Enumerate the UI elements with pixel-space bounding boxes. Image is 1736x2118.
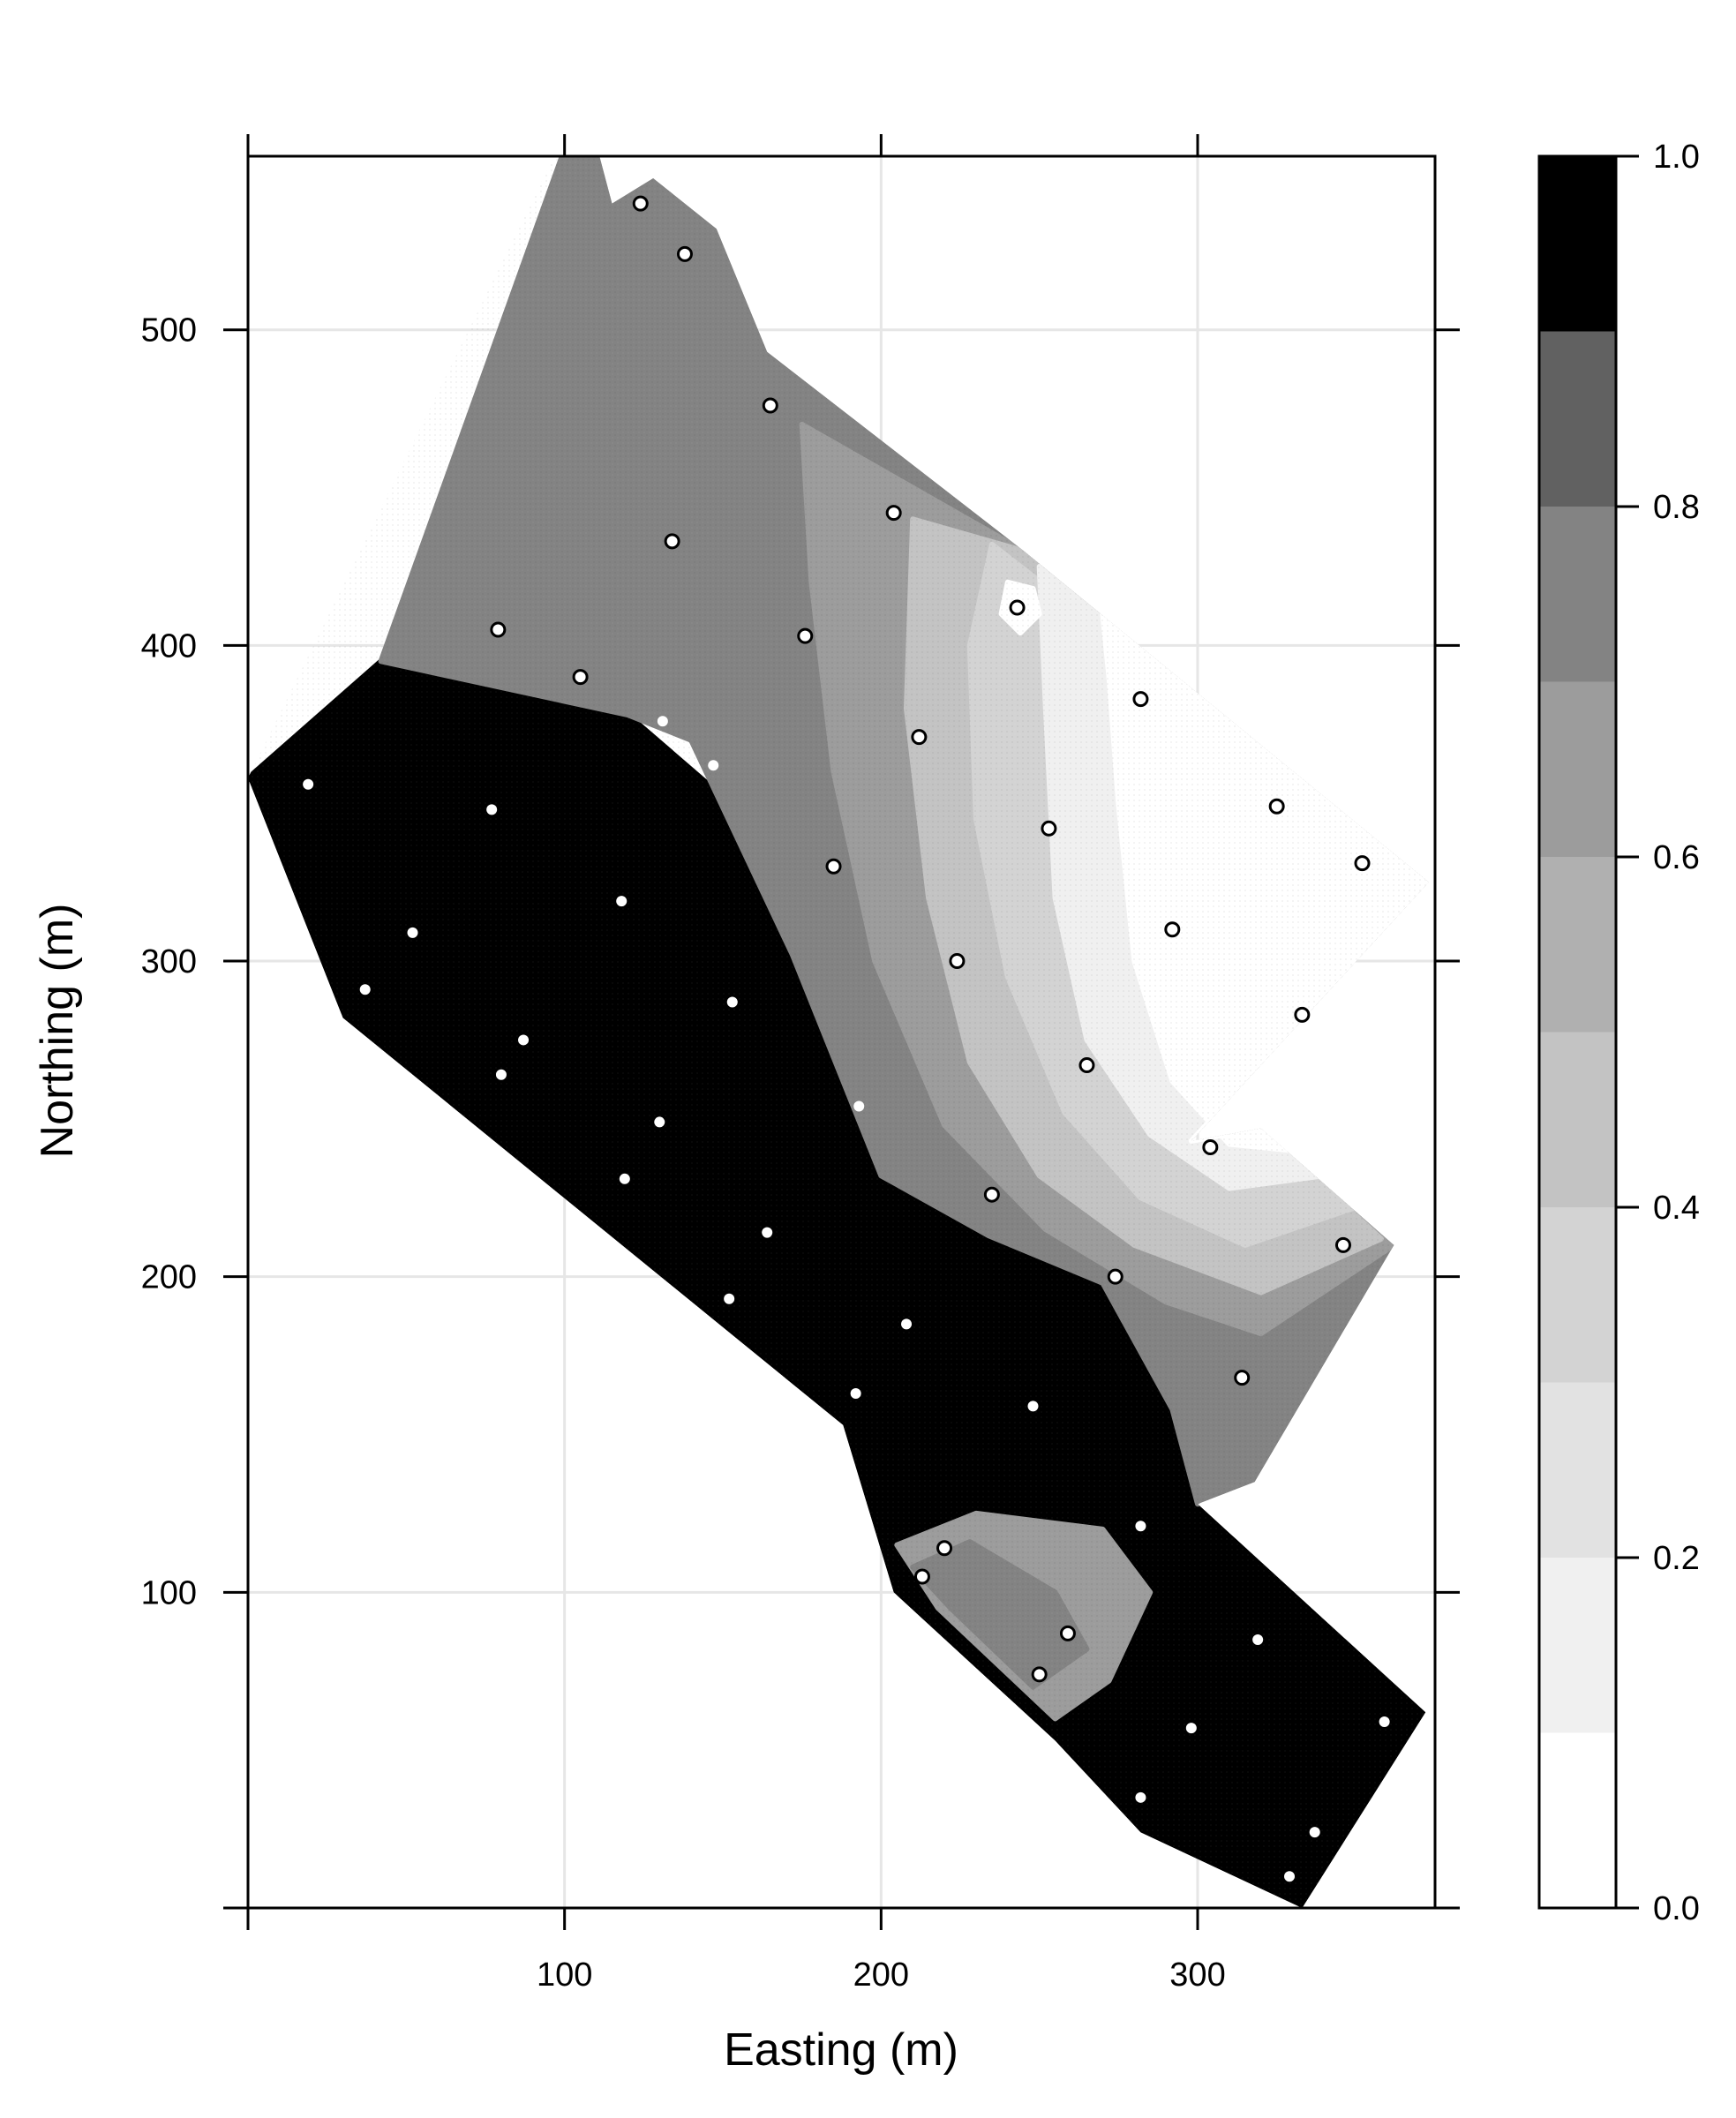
- sample-point-filled: [726, 996, 738, 1008]
- y-tick-label: 500: [141, 312, 197, 349]
- sample-point-filled: [359, 984, 371, 995]
- sample-points: [303, 195, 1390, 1882]
- colorbar-band: [1539, 156, 1616, 332]
- sample-point-open: [825, 858, 842, 875]
- colorbar-band: [1539, 681, 1616, 857]
- study-area: [248, 156, 1429, 1908]
- sample-point-filled: [1252, 1634, 1264, 1645]
- sample-point-filled: [495, 1069, 507, 1080]
- x-tick-label: 100: [537, 1957, 592, 1994]
- y-tick-label: 200: [141, 1259, 197, 1296]
- colorbar-tick-label: 1.0: [1653, 139, 1700, 176]
- sample-point-filled: [616, 896, 628, 907]
- sample-point-open: [676, 245, 693, 262]
- colorbar-band: [1539, 1558, 1616, 1733]
- sample-point-filled: [619, 1173, 630, 1184]
- colorbar-band: [1539, 1207, 1616, 1383]
- colorbar-tick-label: 0.2: [1653, 1540, 1700, 1577]
- sample-point-filled: [1135, 1521, 1146, 1532]
- x-axis: 100 200 300: [246, 134, 1226, 1994]
- sample-point-filled: [303, 778, 314, 790]
- sample-point-open: [664, 533, 680, 550]
- sample-point-open: [1059, 1625, 1076, 1641]
- sample-point-filled: [1027, 1401, 1039, 1412]
- sample-point-open: [572, 669, 589, 686]
- y-axis-title: Northing (m): [32, 904, 83, 1159]
- colorbar-tick-label: 0.0: [1653, 1890, 1700, 1927]
- sample-point-open: [1354, 855, 1371, 872]
- sample-point-open: [1078, 1057, 1095, 1074]
- sample-point-filled: [708, 760, 719, 771]
- sample-point-filled: [657, 716, 668, 727]
- sample-point-open: [913, 1568, 930, 1585]
- sample-point-open: [1041, 820, 1057, 837]
- sample-point-filled: [1379, 1716, 1390, 1727]
- sample-point-open: [1294, 1006, 1311, 1023]
- colorbar-band: [1539, 1382, 1616, 1558]
- x-tick-label: 200: [853, 1957, 909, 1994]
- sample-point-open: [762, 397, 778, 414]
- y-axis: 100 200 300 400 500: [141, 312, 1460, 1910]
- sample-point-open: [1009, 599, 1026, 616]
- sample-point-open: [983, 1186, 1000, 1203]
- sample-point-open: [1202, 1139, 1219, 1156]
- colorbar-tick-label: 0.4: [1653, 1190, 1700, 1227]
- y-tick-label: 400: [141, 627, 197, 665]
- colorbar-tick-label: 0.8: [1653, 489, 1700, 526]
- sample-point-open: [949, 953, 966, 970]
- colorbar: 0.0 0.2 0.4 0.6 0.8 1.0: [1537, 139, 1700, 1927]
- zone-texture: [248, 156, 1429, 1908]
- sample-point-filled: [850, 1388, 861, 1400]
- sample-point-filled: [724, 1293, 735, 1304]
- sample-point-open: [911, 729, 928, 746]
- sample-point-filled: [486, 804, 498, 815]
- sample-point-open: [1334, 1236, 1351, 1253]
- sample-point-open: [885, 505, 902, 522]
- colorbar-band: [1539, 1032, 1616, 1207]
- sample-point-open: [1031, 1666, 1048, 1683]
- sample-point-open: [1132, 691, 1149, 708]
- sample-point-open: [936, 1540, 953, 1557]
- y-tick-label: 300: [141, 943, 197, 980]
- y-tick-label: 100: [141, 1574, 197, 1611]
- colorbar-band: [1539, 507, 1616, 682]
- colorbar-tick-label: 0.6: [1653, 839, 1700, 876]
- colorbar-band: [1539, 857, 1616, 1033]
- sample-point-open: [490, 621, 507, 638]
- sample-point-filled: [407, 927, 418, 938]
- sample-point-filled: [853, 1100, 865, 1112]
- sample-point-filled: [1309, 1827, 1320, 1838]
- sample-point-open: [1234, 1370, 1251, 1386]
- sample-point-open: [1268, 798, 1285, 815]
- sample-point-filled: [901, 1318, 913, 1330]
- plot-frame: [246, 154, 1437, 1910]
- sample-point-open: [1164, 921, 1181, 938]
- sample-point-filled: [1135, 1791, 1146, 1803]
- sample-point-filled: [762, 1227, 773, 1238]
- sample-point-filled: [1284, 1871, 1296, 1882]
- colorbar-band: [1539, 1732, 1616, 1908]
- sample-point-open: [797, 627, 814, 644]
- x-tick-label: 300: [1169, 1957, 1225, 1994]
- sample-point-filled: [518, 1034, 530, 1046]
- sample-point-filled: [1185, 1723, 1197, 1734]
- sample-point-open: [632, 195, 649, 212]
- x-axis-title: Easting (m): [724, 2024, 958, 2076]
- colorbar-frame: [1537, 154, 1618, 1910]
- colorbar-band: [1539, 331, 1616, 507]
- sample-point-filled: [654, 1116, 665, 1128]
- sample-point-open: [1107, 1268, 1124, 1285]
